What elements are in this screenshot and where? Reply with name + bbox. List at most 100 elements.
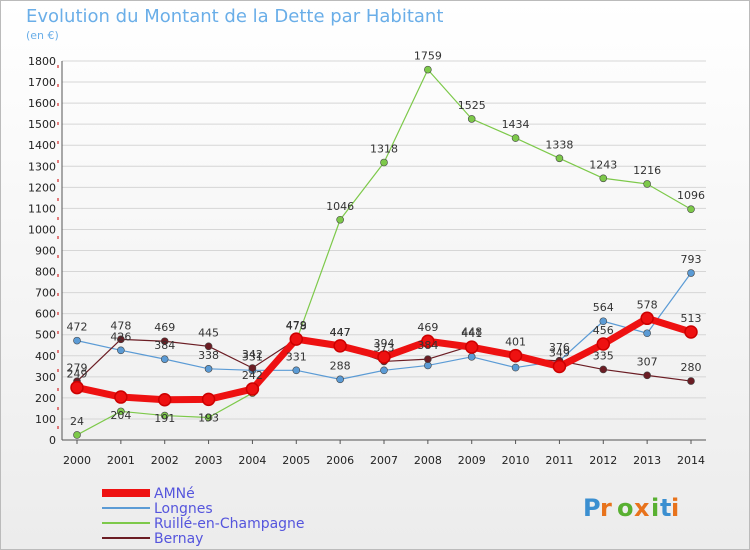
data-point — [117, 346, 125, 355]
data-label: 447 — [330, 326, 351, 339]
y-tick-label: 1500 — [28, 118, 56, 131]
data-labels: 24 1046 1318 1759 1525 1434 1338 1243 1216 1096 47… — [67, 50, 706, 428]
data-label: 204 — [110, 409, 131, 422]
series-lines — [70, 65, 698, 439]
y-tick-label: 400 — [35, 350, 56, 363]
logo-letter: i — [671, 494, 679, 522]
data-label: 1046 — [326, 200, 354, 213]
data-point — [467, 353, 476, 361]
data-point — [289, 332, 304, 346]
data-label: 349 — [549, 347, 570, 360]
data-label: 1096 — [677, 189, 705, 202]
y-tick-label: 1100 — [28, 202, 56, 215]
data-point — [204, 342, 213, 351]
data-point — [117, 407, 125, 416]
x-tick-label: 2004 — [238, 454, 266, 467]
data-point — [336, 215, 344, 224]
logo-letter: r — [600, 494, 612, 522]
data-point — [555, 154, 564, 163]
x-tick-label: 2011 — [545, 454, 573, 467]
data-label: 24 — [70, 415, 84, 428]
data-point — [599, 317, 608, 326]
data-point — [511, 134, 520, 142]
data-point — [204, 413, 213, 422]
data-label: 469 — [417, 321, 438, 334]
data-label: 1338 — [545, 138, 573, 151]
chart-unit: (en €) — [26, 29, 59, 42]
logo-letter: P — [583, 494, 601, 522]
data-label: 478 — [110, 319, 131, 332]
x-tick-label: 2006 — [326, 454, 354, 467]
y-tick-label: 1400 — [28, 139, 56, 152]
y-tick-label: 700 — [35, 287, 56, 300]
data-point — [599, 365, 608, 374]
legend-label: Longnes — [154, 501, 213, 517]
data-point — [596, 337, 611, 351]
x-tick-label: 2005 — [282, 454, 310, 467]
data-label: 338 — [198, 349, 219, 362]
data-label: 1243 — [589, 158, 617, 171]
data-label: 1525 — [458, 99, 486, 112]
data-label: 193 — [198, 411, 219, 424]
data-label: 1216 — [633, 164, 661, 177]
y-tick-label: 1200 — [28, 181, 56, 194]
data-label: 793 — [681, 253, 702, 266]
data-point — [643, 329, 651, 338]
x-tick-label: 2014 — [677, 454, 705, 467]
data-label: 578 — [637, 298, 658, 311]
data-label: 373 — [374, 341, 395, 354]
data-point — [380, 366, 388, 375]
data-point — [73, 336, 81, 345]
data-point — [640, 311, 654, 326]
x-tick-label: 2000 — [63, 454, 91, 467]
y-tick-label: 600 — [35, 308, 56, 321]
data-label: 335 — [593, 349, 614, 362]
data-label: 513 — [681, 312, 702, 325]
data-point — [157, 393, 172, 407]
data-label: 191 — [154, 412, 175, 425]
data-label: 426 — [110, 330, 131, 343]
data-point — [201, 392, 216, 407]
data-label: 447 — [330, 326, 351, 339]
data-point — [643, 180, 651, 188]
data-label: 1759 — [414, 50, 442, 63]
y-tick-label: 900 — [35, 245, 56, 258]
data-point — [204, 365, 213, 373]
y-tick-label: 1000 — [28, 223, 56, 236]
data-point — [248, 364, 257, 372]
y-tick-label: 300 — [35, 371, 56, 384]
data-label: 448 — [461, 326, 482, 339]
data-point — [424, 361, 432, 370]
data-label: 288 — [330, 359, 351, 372]
data-point — [552, 359, 567, 374]
data-label: 479 — [286, 319, 307, 332]
data-point — [687, 205, 695, 214]
data-label: 280 — [681, 361, 702, 374]
data-point — [380, 158, 388, 167]
chart-title: Evolution du Montant de la Dette par Hab… — [26, 6, 443, 27]
data-point — [160, 411, 169, 420]
data-point — [424, 65, 432, 74]
data-label: 249 — [67, 368, 88, 381]
x-tick-label: 2009 — [458, 454, 486, 467]
data-point — [245, 382, 260, 396]
data-label: 478 — [286, 319, 307, 332]
data-label: 445 — [198, 326, 219, 339]
data-point — [160, 337, 169, 346]
data-point — [73, 431, 81, 439]
data-point — [599, 174, 608, 183]
data-label: 384 — [417, 339, 438, 352]
data-label: 1318 — [370, 142, 398, 155]
data-label: 564 — [593, 301, 614, 314]
data-point — [684, 325, 698, 339]
data-point — [687, 269, 695, 277]
x-tick-label: 2010 — [502, 454, 530, 467]
legend-label: AMNé — [154, 486, 195, 502]
logo-letter: x — [634, 494, 650, 522]
data-label: 331 — [242, 350, 263, 363]
data-label: 472 — [67, 321, 88, 334]
data-label: 456 — [593, 324, 614, 337]
